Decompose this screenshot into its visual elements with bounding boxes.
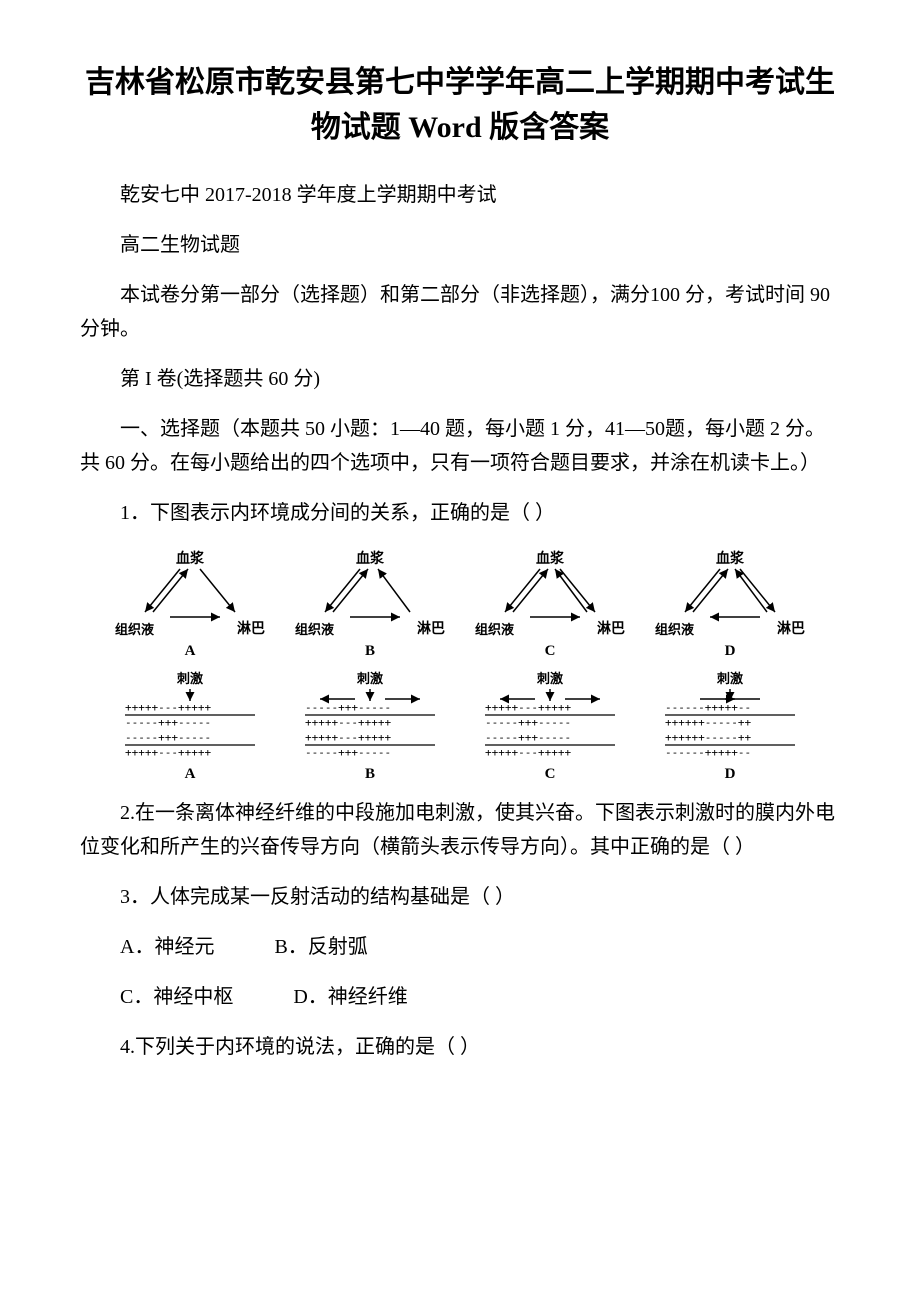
triangle-b: 血浆 组织液 淋巴 B: [295, 548, 445, 658]
diagram-1: 血浆 组织液 淋巴 A 血浆 组织液 淋巴: [80, 548, 840, 778]
svg-text:+++++---+++++: +++++---+++++: [305, 731, 391, 744]
instructions: 本试卷分第一部分（选择题）和第二部分（非选择题），满分100 分，考试时间 90…: [80, 278, 840, 346]
mcq-intro: 一、选择题（本题共 50 小题：1—40 题，每小题 1 分，41—50题，每小…: [80, 412, 840, 480]
question-3: 3．人体完成某一反射活动的结构基础是（ ）: [80, 880, 840, 914]
triangle-arrows-icon: [295, 564, 445, 624]
question-2: 2.在一条离体神经纤维的中段施加电刺激，使其兴奋。下图表示刺激时的膜内外电位变化…: [80, 796, 840, 864]
triangle-a: 血浆 组织液 淋巴 A: [115, 548, 265, 658]
svg-text:+++++---+++++: +++++---+++++: [485, 746, 571, 759]
membrane-icon: +++++---+++++ -----+++----- -----+++----…: [115, 689, 265, 759]
membrane-icon: -----+++----- +++++---+++++ +++++---++++…: [295, 689, 445, 759]
membrane-c: 刺激 +++++---+++++ -----+++----- -----+++-…: [475, 668, 625, 778]
membrane-icon: +++++---+++++ -----+++----- -----+++----…: [475, 689, 625, 759]
triangle-arrows-icon: [475, 564, 625, 624]
stimulus-label: 刺激: [295, 668, 445, 687]
section-1-header: 第 I 卷(选择题共 60 分): [80, 362, 840, 396]
triangle-arrows-icon: [655, 564, 805, 624]
membrane-icon: ------+++++-- ++++++-----++ ++++++-----+…: [655, 689, 805, 759]
subject-line: 高二生物试题: [80, 228, 840, 262]
option-a: A．神经元: [120, 936, 214, 958]
subtitle: 乾安七中 2017-2018 学年度上学期期中考试: [80, 178, 840, 212]
svg-text:+++++---+++++: +++++---+++++: [125, 701, 211, 714]
diagram-2-row: 刺激 +++++---+++++ -----+++----- -----+++-…: [80, 668, 840, 778]
diagram-label-d: D: [725, 643, 736, 660]
q3-options-row2: C．神经中枢 D．神经纤维: [80, 980, 840, 1014]
svg-text:-----+++-----: -----+++-----: [125, 716, 211, 729]
question-1: 1．下图表示内环境成分间的关系，正确的是（ ）: [80, 496, 840, 530]
svg-text:-----+++-----: -----+++-----: [125, 731, 211, 744]
diagram-label-a: A: [185, 643, 196, 660]
svg-text:+++++---+++++: +++++---+++++: [305, 716, 391, 729]
svg-text:++++++-----++: ++++++-----++: [665, 731, 751, 744]
option-c: C．神经中枢: [120, 986, 233, 1008]
svg-text:-----+++-----: -----+++-----: [305, 701, 391, 714]
svg-text:+++++---+++++: +++++---+++++: [125, 746, 211, 759]
diagram-label-b: B: [365, 643, 375, 660]
svg-text:------+++++--: ------+++++--: [665, 701, 751, 714]
diagram-label-c: C: [475, 766, 625, 783]
option-d: D．神经纤维: [293, 986, 407, 1008]
svg-text:-----+++-----: -----+++-----: [485, 716, 571, 729]
triangle-arrows-icon: [115, 564, 265, 624]
diagram-label-c: C: [545, 643, 556, 660]
svg-text:++++++-----++: ++++++-----++: [665, 716, 751, 729]
svg-text:-----+++-----: -----+++-----: [485, 731, 571, 744]
question-4: 4.下列关于内环境的说法，正确的是（ ）: [80, 1030, 840, 1064]
diagram-1-row: 血浆 组织液 淋巴 A 血浆 组织液 淋巴: [80, 548, 840, 658]
q3-options-row1: A．神经元 B．反射弧: [80, 930, 840, 964]
svg-text:+++++---+++++: +++++---+++++: [485, 701, 571, 714]
stimulus-label: 刺激: [475, 668, 625, 687]
stimulus-label: 刺激: [655, 668, 805, 687]
diagram-label-d: D: [655, 766, 805, 783]
svg-text:------+++++--: ------+++++--: [665, 746, 751, 759]
option-b: B．反射弧: [274, 936, 367, 958]
membrane-b: 刺激 -----+++----- +++++---+++++ +++++---+…: [295, 668, 445, 778]
triangle-d: 血浆 组织液 淋巴 D: [655, 548, 805, 658]
document-title: 吉林省松原市乾安县第七中学学年高二上学期期中考试生物试题 Word 版含答案: [80, 60, 840, 150]
membrane-a: 刺激 +++++---+++++ -----+++----- -----+++-…: [115, 668, 265, 778]
membrane-d: 刺激 ------+++++-- ++++++-----++ ++++++---…: [655, 668, 805, 778]
diagram-label-a: A: [115, 766, 265, 783]
stimulus-label: 刺激: [115, 668, 265, 687]
triangle-c: 血浆 组织液 淋巴 C: [475, 548, 625, 658]
svg-text:-----+++-----: -----+++-----: [305, 746, 391, 759]
diagram-label-b: B: [295, 766, 445, 783]
